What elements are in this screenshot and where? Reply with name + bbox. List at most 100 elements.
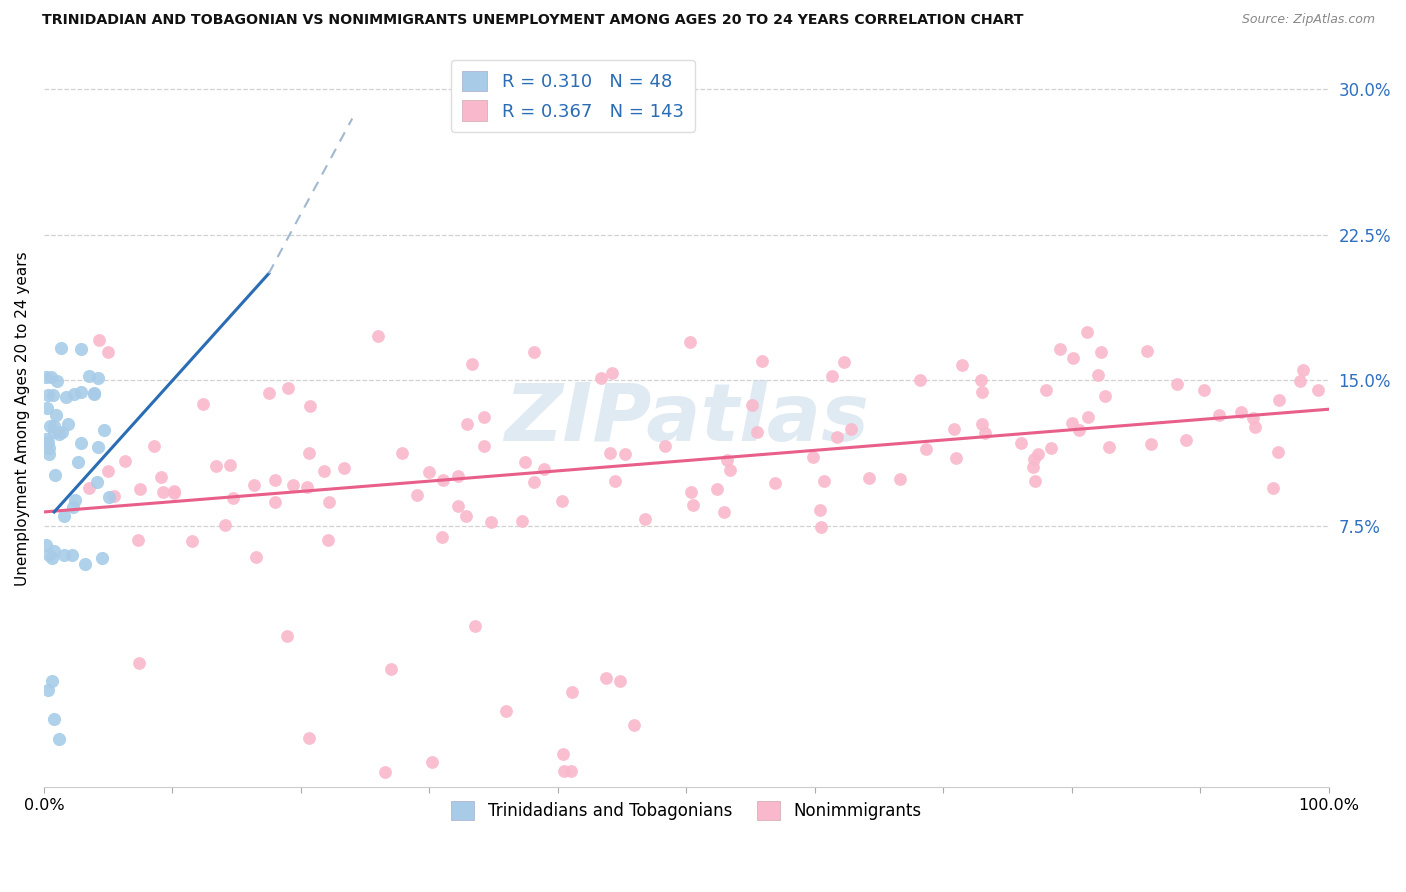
Point: [62, 500, 84, 514]
Point: [832, 355, 855, 369]
Point: [149, 470, 172, 484]
Point: [243, 478, 266, 492]
Point: [1060, 416, 1083, 430]
Point: [808, 503, 831, 517]
Point: [180, 534, 202, 549]
Point: [479, 516, 502, 530]
Point: [533, 461, 555, 475]
Point: [623, 717, 645, 731]
Point: [53, 548, 76, 562]
Point: [37, 387, 59, 401]
Point: [152, 485, 174, 500]
Point: [801, 450, 824, 464]
Point: [972, 384, 994, 399]
Point: [472, 439, 495, 453]
Legend: Trinidadians and Tobagonians, Nonimmigrants: Trinidadians and Tobagonians, Nonimmigra…: [444, 794, 928, 827]
Point: [810, 520, 832, 534]
Point: [432, 473, 454, 487]
Point: [599, 446, 621, 460]
Point: [143, 439, 166, 453]
Point: [600, 367, 623, 381]
Point: [751, 354, 773, 368]
Point: [1192, 383, 1215, 397]
Point: [98, 490, 121, 504]
Point: [66, 455, 89, 469]
Point: [128, 656, 150, 670]
Point: [276, 629, 298, 643]
Point: [908, 373, 931, 387]
Point: [970, 417, 993, 431]
Text: TRINIDADIAN AND TOBAGONIAN VS NONIMMIGRANTS UNEMPLOYMENT AMONG AGES 20 TO 24 YEA: TRINIDADIAN AND TOBAGONIAN VS NONIMMIGRA…: [42, 13, 1024, 28]
Point: [163, 484, 186, 499]
Point: [551, 747, 574, 761]
Point: [682, 499, 704, 513]
Point: [609, 674, 631, 689]
Point: [35, 538, 58, 552]
Point: [87, 440, 110, 454]
Point: [1139, 436, 1161, 450]
Point: [90, 551, 112, 566]
Point: [813, 474, 835, 488]
Point: [513, 455, 536, 469]
Point: [945, 451, 967, 466]
Point: [44, 543, 66, 558]
Point: [858, 471, 880, 485]
Point: [44, 467, 66, 482]
Point: [83, 385, 105, 400]
Point: [1024, 474, 1046, 488]
Point: [42, 419, 65, 434]
Point: [333, 461, 356, 475]
Point: [1098, 440, 1121, 454]
Point: [44, 712, 66, 726]
Point: [1208, 409, 1230, 423]
Point: [222, 491, 245, 506]
Point: [295, 480, 318, 494]
Point: [316, 533, 339, 548]
Point: [763, 475, 786, 490]
Point: [97, 464, 120, 478]
Point: [38, 441, 60, 455]
Y-axis label: Unemployment Among Ages 20 to 24 years: Unemployment Among Ages 20 to 24 years: [15, 252, 30, 586]
Point: [299, 399, 322, 413]
Point: [86, 475, 108, 489]
Point: [42, 388, 65, 402]
Point: [591, 371, 613, 385]
Point: [38, 447, 60, 461]
Point: [741, 398, 763, 412]
Point: [970, 373, 993, 387]
Point: [37, 401, 59, 415]
Point: [679, 334, 702, 349]
Point: [34, 370, 56, 384]
Point: [713, 505, 735, 519]
Point: [214, 518, 236, 533]
Point: [1166, 377, 1188, 392]
Point: [595, 671, 617, 685]
Point: [97, 345, 120, 359]
Point: [447, 499, 470, 513]
Point: [825, 430, 848, 444]
Point: [605, 475, 627, 489]
Point: [49, 341, 72, 355]
Point: [127, 533, 149, 547]
Point: [406, 487, 429, 501]
Text: ZIPatlas: ZIPatlas: [503, 380, 869, 458]
Point: [37, 683, 59, 698]
Point: [1039, 441, 1062, 455]
Point: [1241, 411, 1264, 425]
Point: [1175, 433, 1198, 447]
Point: [1076, 326, 1098, 340]
Point: [298, 731, 321, 745]
Point: [42, 425, 65, 440]
Point: [1035, 383, 1057, 397]
Point: [1263, 481, 1285, 495]
Point: [1244, 419, 1267, 434]
Point: [318, 495, 340, 509]
Point: [45, 408, 67, 422]
Point: [48, 731, 70, 746]
Point: [114, 454, 136, 468]
Point: [472, 409, 495, 424]
Point: [1077, 409, 1099, 424]
Point: [654, 439, 676, 453]
Point: [191, 397, 214, 411]
Point: [391, 446, 413, 460]
